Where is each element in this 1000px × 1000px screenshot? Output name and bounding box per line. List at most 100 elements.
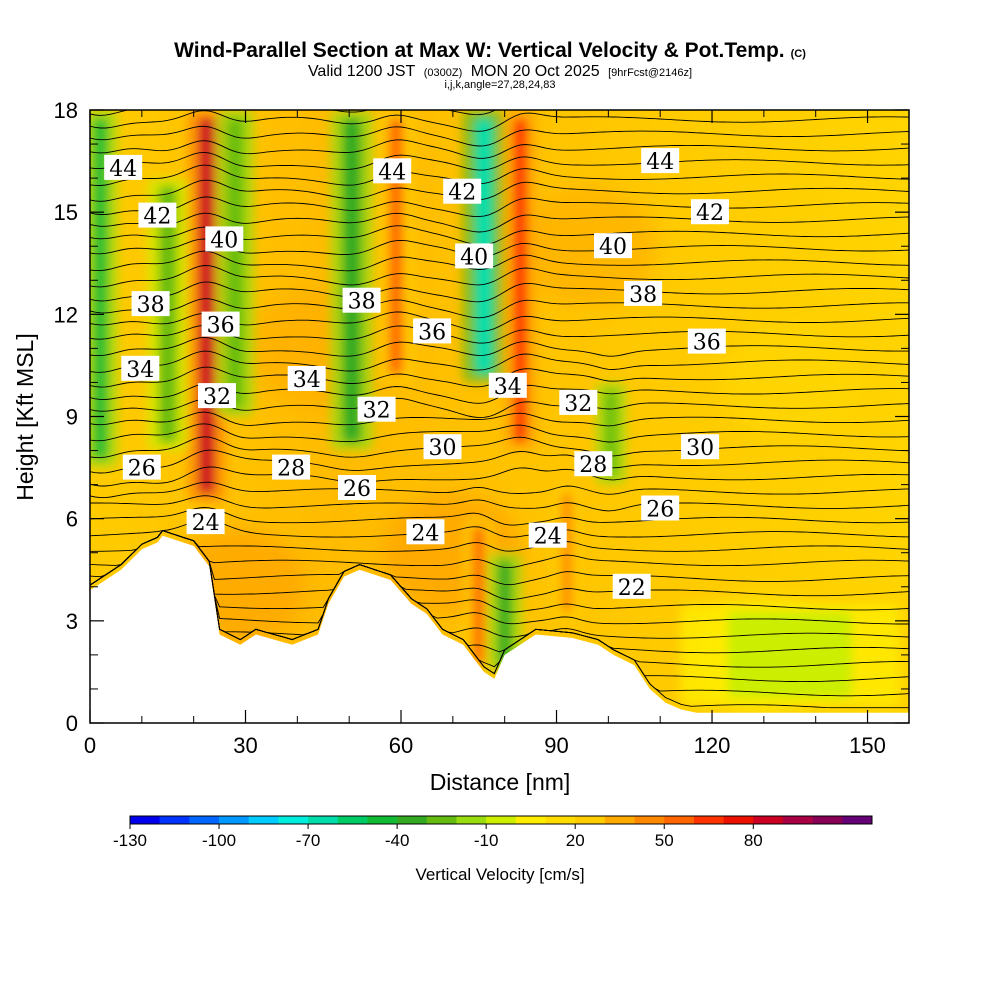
colorbar-tick-label: -40	[385, 831, 410, 850]
contour-label-text: 32	[363, 399, 391, 424]
contour-label-box	[594, 233, 632, 259]
isentrope-line	[90, 495, 909, 512]
colorbar: -130 -100 -70 -40 -10 20 50 80	[113, 815, 873, 850]
contour-label-text: 36	[418, 320, 446, 345]
isentrope-line	[90, 519, 909, 538]
contour-label-box	[104, 154, 143, 180]
contour-label-text: 42	[448, 181, 476, 206]
x-axis-label: Distance [nm]	[430, 769, 571, 795]
contour-label-text: 38	[137, 293, 165, 318]
isentrope-line	[90, 151, 909, 171]
isentrope-line	[90, 336, 909, 357]
contour-label-box	[687, 328, 726, 354]
chart-title: Wind-Parallel Section at Max W: Vertical…	[174, 39, 785, 62]
colorbar-tick-label: -130	[113, 831, 147, 850]
y-tick-label: 3	[66, 609, 78, 634]
isentrope-line	[90, 436, 909, 459]
colorbar-swatch	[159, 816, 190, 824]
contour-label: 44	[373, 158, 412, 185]
colorbar-swatch	[248, 816, 279, 824]
contour-label: 40	[594, 233, 632, 260]
contour-labels: 4442403836343226244442403836343230282624…	[104, 148, 729, 601]
contour-label: 24	[186, 509, 225, 536]
contour-label-box	[612, 573, 651, 599]
colorbar-swatch	[130, 816, 160, 824]
contour-label-box	[272, 454, 311, 480]
colorbar-swatch	[842, 816, 873, 824]
colorbar-swatch	[397, 816, 428, 824]
colorbar-swatch	[337, 816, 368, 824]
contour-label-text: 28	[579, 453, 607, 478]
subtitle-forecast: [9hrFcst@2146z]	[608, 67, 692, 79]
contour-label: 38	[131, 291, 170, 318]
colorbar-swatch	[575, 816, 606, 824]
contour-label-box	[357, 396, 396, 422]
contour-label: 24	[406, 519, 445, 546]
isentrope-line	[90, 530, 909, 600]
contour-label-box	[373, 158, 412, 184]
x-tick-label: 150	[849, 733, 886, 758]
contour-label-box	[488, 372, 527, 398]
colorbar-swatch	[723, 816, 754, 824]
contour-label-text: 26	[343, 477, 371, 502]
isentrope-line	[90, 265, 909, 288]
contour-label-text: 34	[126, 358, 154, 383]
isentrope-line	[90, 530, 909, 625]
isentrope-line	[90, 350, 909, 373]
colorbar-swatch	[782, 816, 813, 824]
isentrope-line	[90, 164, 909, 186]
colorbar-tick-label: 20	[566, 831, 585, 850]
contour-label-box	[205, 226, 244, 252]
contour-label-text: 42	[696, 201, 724, 226]
contour-label-box	[186, 509, 225, 535]
contour-label: 42	[138, 202, 177, 230]
x-tick-label: 60	[389, 733, 413, 758]
contour-label-text: 32	[564, 392, 592, 417]
contour-label: 26	[641, 495, 680, 523]
isentrope-line	[90, 110, 909, 132]
isentrope-line	[90, 125, 909, 147]
colorbar-frame	[129, 815, 873, 825]
y-tick-label: 9	[66, 405, 78, 430]
contour-label-box	[559, 389, 598, 415]
colorbar-swatch	[308, 816, 339, 824]
x-axis: 0 30 60 90 120 150	[84, 110, 886, 758]
isentrope-line	[90, 466, 909, 487]
contour-label: 38	[624, 280, 663, 308]
contour-label: 40	[455, 243, 494, 270]
contour-label: 26	[338, 475, 376, 502]
contour-label-box	[528, 522, 567, 548]
contour-label-text: 24	[411, 521, 439, 546]
contour-label-box	[121, 355, 160, 381]
isentrope-line	[90, 139, 909, 159]
contour-label: 32	[357, 396, 396, 424]
contour-label: 34	[488, 372, 527, 400]
isentrope-line	[90, 411, 909, 427]
contour-label-box	[287, 366, 326, 391]
contour-label-text: 44	[378, 160, 406, 185]
contour-label-box	[423, 434, 462, 460]
w-feature-core	[513, 118, 528, 443]
contour-label: 44	[104, 154, 143, 182]
contour-label-text: 22	[618, 576, 646, 601]
colorbar-tick-label: 80	[744, 831, 763, 850]
contour-label: 32	[198, 383, 236, 410]
terrain-mask	[90, 535, 909, 723]
colorbar-swatch	[278, 816, 309, 824]
isentrope-line	[90, 423, 909, 443]
contour-label-box	[342, 287, 381, 313]
contour-label: 32	[559, 389, 598, 417]
w-feature-core	[473, 526, 485, 664]
isentrope-line	[90, 530, 909, 654]
isentrope-line	[90, 530, 909, 569]
contour-label-box	[455, 243, 494, 269]
contour-label-box	[338, 475, 376, 500]
y-tick-label: 6	[66, 507, 78, 532]
contour-label: 22	[612, 573, 651, 601]
contour-label-box	[138, 202, 177, 228]
contour-label-text: 28	[277, 457, 305, 482]
isentrope-line	[90, 212, 909, 233]
colorbar-swatch	[486, 816, 517, 824]
